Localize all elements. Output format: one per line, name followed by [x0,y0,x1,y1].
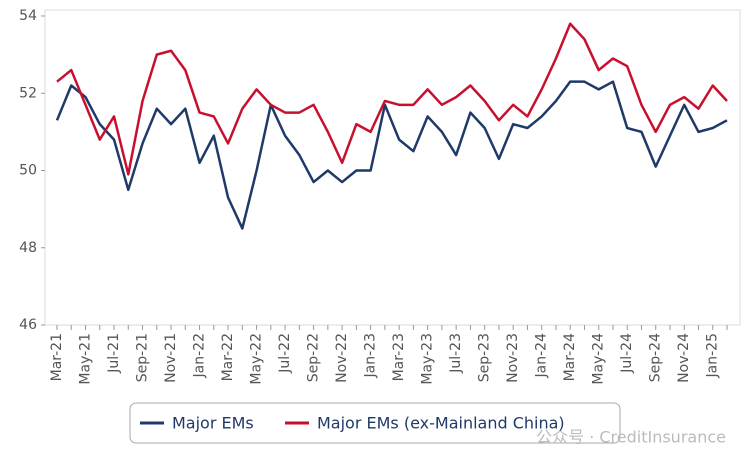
x-tick-label: Mar-23 [391,333,407,381]
x-tick-label: Jan-22 [192,333,208,378]
x-tick-label: Jul-22 [277,333,293,374]
x-tick-label: May-24 [591,333,607,385]
y-tick-label: 54 [19,8,37,24]
x-tick-label: Nov-24 [676,333,692,383]
legend-box [129,402,621,444]
x-tick-label: Jul-21 [106,333,122,374]
plot-frame [44,9,741,326]
x-tick-label: Nov-22 [334,333,350,383]
x-tick-label: Jan-24 [534,333,550,379]
x-tick-label: Sep-24 [648,333,664,382]
x-tick-label: May-23 [420,333,436,385]
x-tick-label: Sep-21 [135,333,151,382]
x-tick-label: Sep-22 [306,333,322,382]
x-tick-label: Jan-23 [363,333,379,378]
y-tick-label: 46 [19,317,37,333]
line-series [56,22,728,176]
line-series [55,80,728,230]
x-tick-label: Jul-23 [448,333,464,374]
x-tick-label: Nov-21 [163,333,179,383]
x-tick-label: Mar-21 [49,333,65,381]
x-tick-label: Jan-25 [705,333,721,378]
watermark: 公众号 · CreditInsurance [536,428,726,447]
y-tick-label: 50 [19,163,37,179]
legend-label: Major EMs [172,414,254,433]
x-tick-label: May-22 [249,333,265,385]
x-tick-label: Nov-23 [505,333,521,383]
x-tick-label: May-21 [78,333,94,385]
y-tick-label: 48 [19,240,37,256]
y-tick-label: 52 [19,85,37,101]
legend-label: Major EMs (ex-Mainland China) [317,414,565,433]
x-tick-label: Mar-22 [220,333,236,381]
x-tick-label: Mar-24 [562,333,578,381]
x-tick-label: Jul-24 [619,333,635,374]
x-tick-label: Sep-23 [477,333,493,382]
